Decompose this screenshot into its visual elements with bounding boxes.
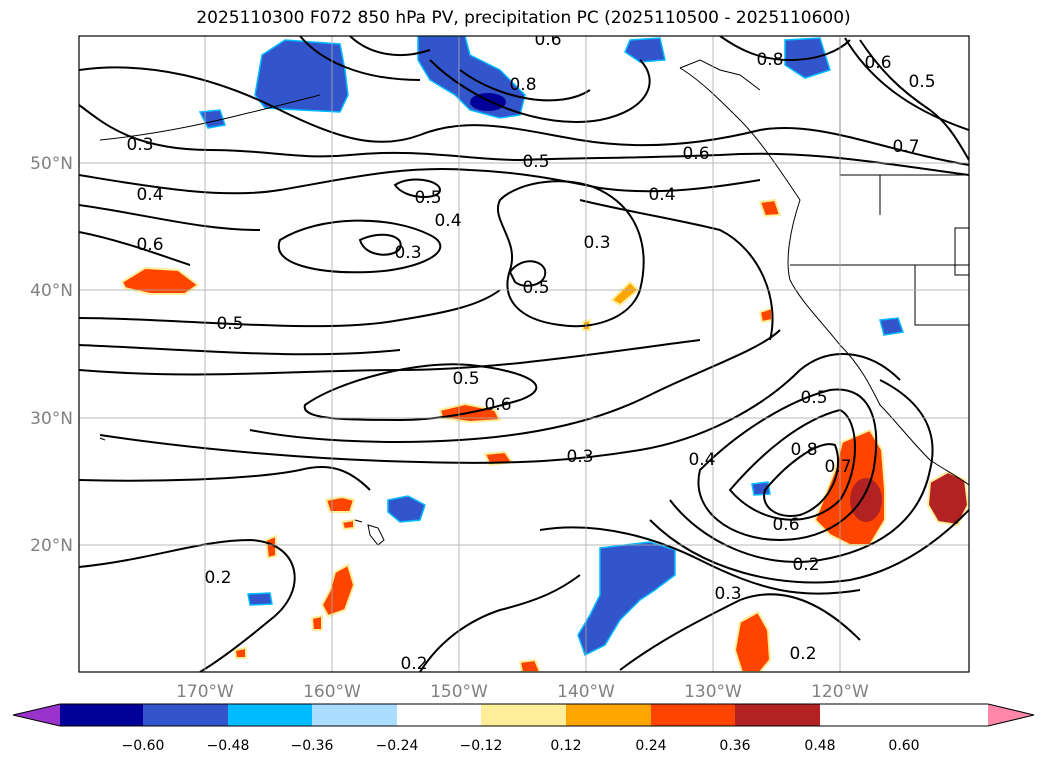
- contour-label: 0.4: [434, 211, 461, 231]
- contour-label: 0.6: [682, 144, 709, 164]
- colorbar-segments: [60, 704, 820, 726]
- colorbar-segment: [228, 704, 312, 726]
- contour-labels: 0.3 0.4 0.6 0.5 0.5 0.4 0.3 0.5 0.6 0.4 …: [126, 30, 935, 674]
- colorbar: −0.60 −0.48 −0.36 −0.24 −0.12 0.12 0.24 …: [12, 703, 1035, 754]
- colorbar-tick-label: 0.48: [804, 738, 835, 754]
- contour-label: 0.6: [534, 30, 561, 50]
- lon-label: 140°W: [557, 682, 615, 702]
- coastlines: [99, 38, 969, 546]
- colorbar-segment: [566, 704, 651, 726]
- lat-label: 20°N: [30, 536, 73, 556]
- contour-label: 0.7: [892, 137, 919, 157]
- colorbar-right-arrow: [988, 704, 1034, 726]
- contour-label: 0.6: [864, 53, 891, 73]
- graticule: [79, 36, 969, 672]
- contour-label: 0.5: [216, 314, 243, 334]
- colorbar-segment: [143, 704, 228, 726]
- contour-label: 0.3: [566, 447, 593, 467]
- contour-label: 0.8: [790, 440, 817, 460]
- colorbar-tick-label: −0.36: [291, 738, 334, 754]
- map-area: [79, 36, 969, 672]
- colorbar-segment: [60, 704, 143, 726]
- colorbar-tick-label: −0.12: [460, 738, 503, 754]
- contour-label: 0.5: [522, 278, 549, 298]
- contour-label: 0.2: [204, 568, 231, 588]
- colorbar-tick-label: 0.12: [550, 738, 581, 754]
- contour-label: 0.2: [789, 644, 816, 664]
- lon-label: 160°W: [303, 682, 361, 702]
- colorbar-tick-label: −0.60: [122, 738, 165, 754]
- contour-label: 0.3: [714, 584, 741, 604]
- contour-label: 0.2: [792, 555, 819, 575]
- contour-label: 0.5: [908, 72, 935, 92]
- map-frame: [78, 35, 970, 673]
- contour-label: 0.3: [126, 135, 153, 155]
- contour-label: 0.8: [756, 50, 783, 70]
- contour-label: 0.3: [583, 233, 610, 253]
- colorbar-segment: [651, 704, 735, 726]
- lat-label: 50°N: [30, 154, 73, 174]
- lon-label: 130°W: [684, 682, 742, 702]
- contour-label: 0.6: [772, 515, 799, 535]
- colorbar-tick-label: 0.60: [888, 738, 919, 754]
- contour-label: 0.4: [648, 185, 675, 205]
- latitude-labels: 50°N 40°N 30°N 20°N: [30, 154, 73, 556]
- colorbar-segment: [481, 704, 566, 726]
- contour-label: 0.7: [824, 457, 851, 477]
- contour-label: 0.2: [400, 654, 427, 674]
- contour-label: 0.5: [414, 188, 441, 208]
- contour-label: 0.6: [136, 235, 163, 255]
- lon-label: 120°W: [811, 682, 869, 702]
- contour-label: 0.5: [522, 152, 549, 172]
- contour-label: 0.5: [800, 388, 827, 408]
- colorbar-tick-label: 0.36: [719, 738, 750, 754]
- colorbar-ticks: −0.60 −0.48 −0.36 −0.24 −0.12 0.12 0.24 …: [122, 738, 920, 754]
- lon-label: 170°W: [176, 682, 234, 702]
- colorbar-segment: [312, 704, 397, 726]
- colorbar-segment: [735, 704, 820, 726]
- contour-label: 0.4: [136, 185, 163, 205]
- colorbar-segment: [397, 704, 481, 726]
- contour-label: 0.8: [509, 75, 536, 95]
- colorbar-tick-label: 0.24: [635, 738, 666, 754]
- colorbar-left-arrow: [13, 704, 60, 726]
- map-title: 2025110300 F072 850 hPa PV, precipitatio…: [196, 8, 851, 28]
- lon-label: 150°W: [430, 682, 488, 702]
- contour-label: 0.6: [484, 395, 511, 415]
- longitude-labels: 170°W 160°W 150°W 140°W 130°W 120°W: [176, 682, 869, 702]
- lat-label: 40°N: [30, 281, 73, 301]
- colorbar-tick-label: −0.24: [376, 738, 419, 754]
- colorbar-tick-label: −0.48: [207, 738, 250, 754]
- contour-label: 0.3: [394, 243, 421, 263]
- contour-label: 0.5: [452, 369, 479, 389]
- pv-contours: [79, 36, 969, 672]
- lat-label: 30°N: [30, 409, 73, 429]
- contour-label: 0.4: [688, 450, 715, 470]
